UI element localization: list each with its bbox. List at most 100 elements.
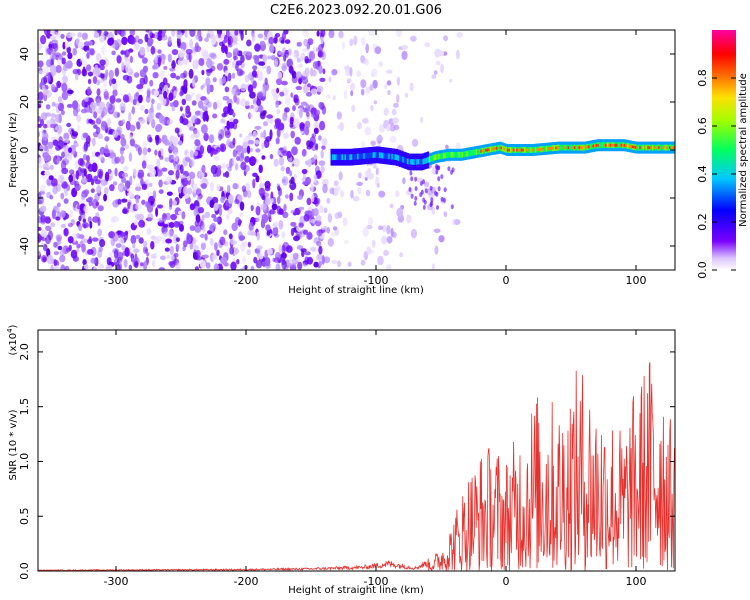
signal-inner: [374, 152, 377, 158]
noise-speck: [378, 190, 386, 198]
noise-speck: [297, 63, 304, 68]
noise-speck: [97, 205, 104, 212]
x-tick-label: 100: [626, 575, 647, 588]
noise-speck: [68, 174, 74, 183]
signal-core: [597, 143, 600, 147]
noise-speck: [304, 126, 310, 136]
noise-speck: [90, 188, 95, 194]
noise-speck: [245, 104, 250, 109]
noise-speck: [256, 231, 260, 241]
signal-core: [655, 146, 657, 150]
noise-speck: [38, 131, 41, 138]
noise-speck: [43, 244, 48, 252]
noise-speck: [199, 145, 205, 155]
noise-speck: [191, 100, 197, 106]
noise-speck: [280, 252, 287, 259]
noise-speck: [135, 234, 141, 240]
noise-speck: [154, 31, 159, 39]
noise-speck: [412, 138, 419, 147]
noise-speck: [77, 32, 83, 38]
noise-speck: [325, 94, 331, 99]
signal-inner: [408, 159, 411, 165]
noise-speck: [322, 183, 328, 194]
noise-speck: [254, 125, 262, 130]
noise-speck: [67, 236, 74, 244]
noise-speck: [233, 118, 239, 124]
signal-smear: [450, 204, 454, 210]
noise-speck: [284, 39, 291, 44]
noise-speck: [300, 248, 307, 253]
noise-speck: [134, 261, 139, 269]
noise-speck: [455, 142, 461, 150]
noise-speck: [64, 62, 70, 69]
noise-speck: [232, 112, 236, 118]
signal-inner: [375, 151, 378, 158]
noise-speck: [265, 197, 271, 206]
signal-inner: [589, 143, 592, 150]
noise-speck: [68, 153, 73, 160]
noise-speck: [50, 164, 54, 171]
noise-speck: [149, 182, 153, 187]
signal-core: [587, 145, 590, 149]
noise-speck: [214, 242, 218, 251]
noise-speck: [396, 30, 403, 38]
noise-speck: [119, 155, 125, 165]
noise-speck: [377, 225, 384, 231]
noise-speck: [195, 34, 201, 40]
noise-speck: [248, 221, 254, 232]
noise-speck: [307, 83, 311, 88]
noise-speck: [96, 185, 102, 194]
signal-core: [636, 146, 639, 150]
signal-inner: [667, 144, 670, 151]
noise-speck: [204, 111, 208, 119]
signal-inner: [509, 147, 512, 153]
noise-speck: [38, 104, 42, 109]
signal-inner: [601, 142, 604, 149]
noise-speck: [38, 195, 44, 204]
noise-speck: [278, 244, 282, 254]
signal-inner: [533, 147, 536, 153]
noise-speck: [41, 84, 46, 91]
noise-speck: [222, 95, 230, 101]
noise-speck: [178, 48, 186, 58]
noise-speck: [122, 165, 129, 171]
noise-speck: [270, 198, 274, 203]
noise-speck: [313, 174, 317, 183]
noise-speck: [86, 155, 90, 163]
noise-speck: [126, 75, 133, 84]
noise-speck: [85, 161, 92, 169]
noise-speck: [173, 90, 177, 96]
noise-speck: [281, 62, 288, 72]
noise-speck: [122, 208, 128, 214]
signal-core: [662, 146, 665, 150]
noise-speck: [246, 249, 251, 256]
noise-speck: [232, 137, 236, 146]
signal-core: [623, 143, 626, 147]
signal-core: [508, 148, 511, 152]
noise-speck: [327, 213, 333, 223]
signal-core: [522, 148, 525, 152]
noise-speck: [172, 200, 177, 206]
noise-speck: [189, 38, 194, 49]
noise-speck: [456, 49, 460, 60]
noise-speck: [166, 119, 173, 125]
noise-speck: [147, 30, 153, 36]
noise-speck: [139, 104, 145, 111]
noise-speck: [284, 49, 289, 58]
noise-speck: [357, 187, 362, 195]
noise-speck: [246, 190, 252, 199]
noise-speck: [286, 150, 292, 159]
noise-speck: [313, 261, 319, 268]
noise-speck: [94, 179, 101, 185]
noise-speck: [158, 94, 164, 101]
signal-core: [603, 143, 606, 147]
noise-speck: [113, 249, 119, 259]
noise-speck: [320, 165, 325, 173]
noise-speck: [93, 131, 99, 138]
noise-speck: [201, 182, 207, 190]
noise-speck: [143, 141, 148, 148]
x-tick-label: -100: [364, 274, 389, 287]
noise-speck: [268, 36, 275, 45]
noise-speck: [246, 39, 252, 47]
noise-speck: [234, 47, 239, 57]
